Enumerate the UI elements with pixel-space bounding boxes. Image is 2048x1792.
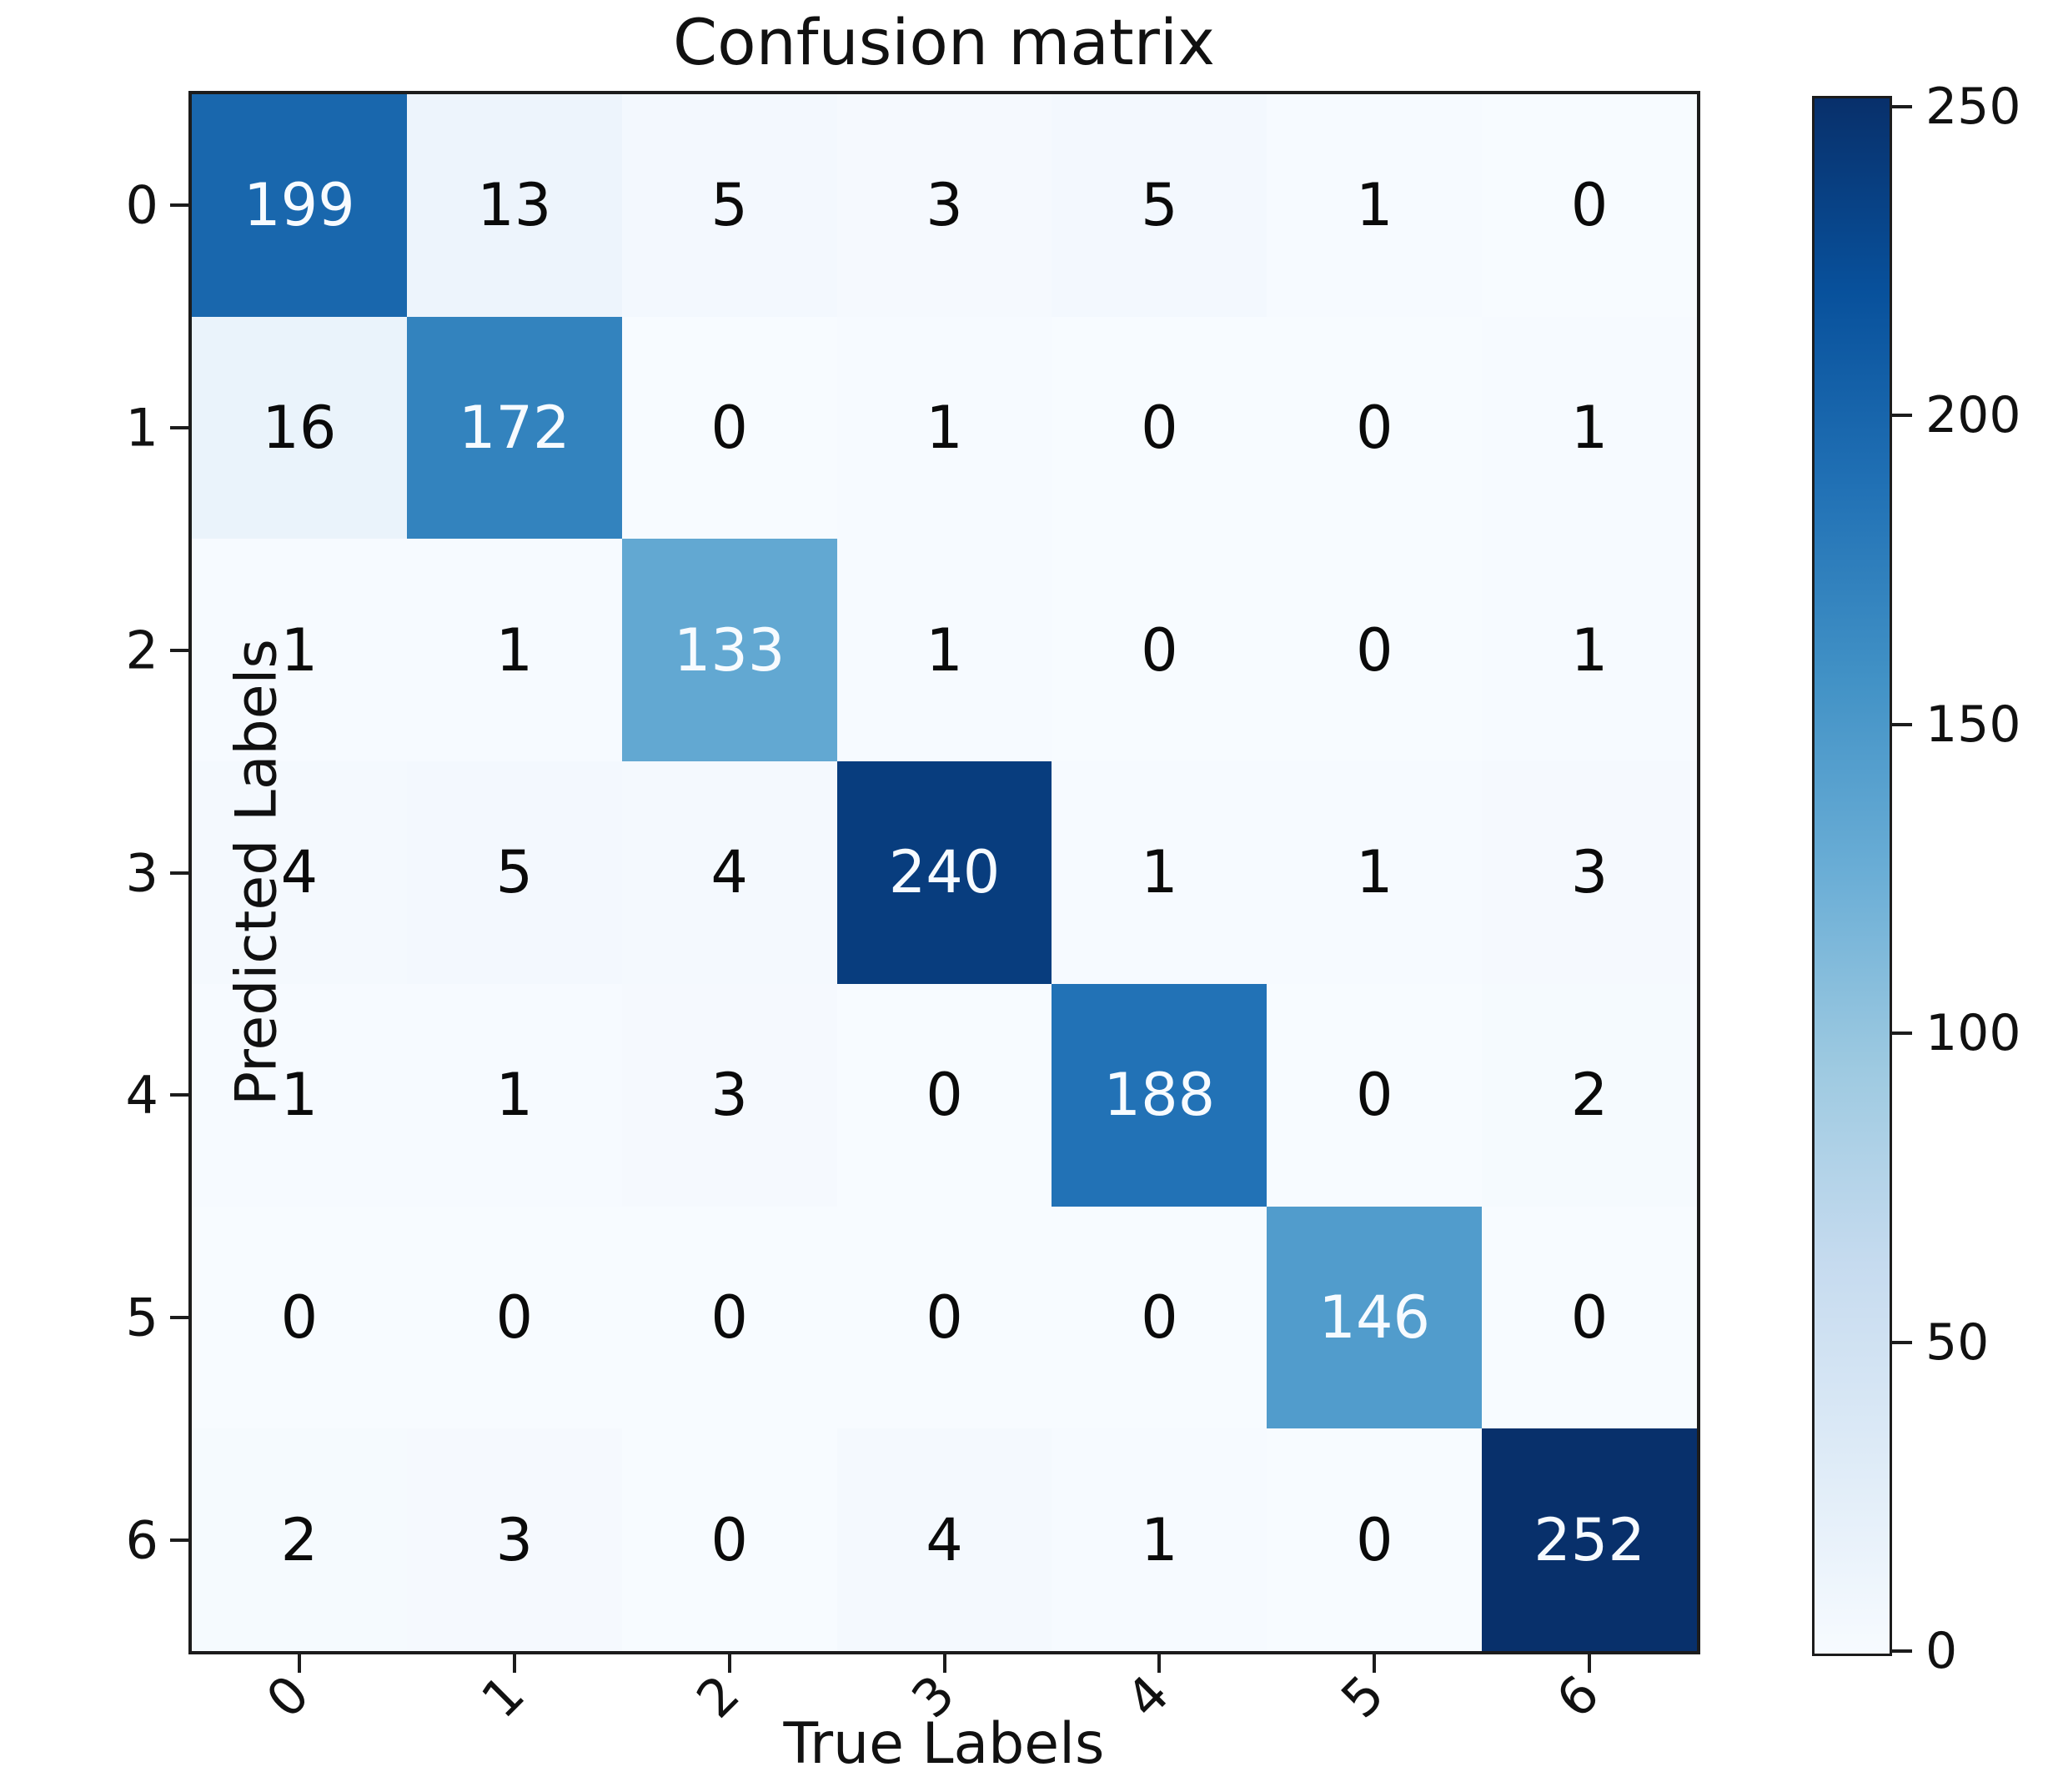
matrix-cell-r3-c1: 5 xyxy=(406,761,622,984)
matrix-cell-r5-c2: 0 xyxy=(621,1206,837,1429)
colorbar-tick-label-50: 50 xyxy=(1925,1313,1990,1372)
matrix-cell-r0-c0: 199 xyxy=(192,94,407,317)
x-tick-6 xyxy=(1588,1654,1592,1673)
colorbar-tick-200 xyxy=(1892,414,1912,418)
matrix-cell-r3-c4: 1 xyxy=(1052,761,1267,984)
colorbar-tick-0 xyxy=(1892,1649,1912,1653)
colorbar-tick-100 xyxy=(1892,1032,1912,1036)
x-tick-label-5: 5 xyxy=(1329,1663,1396,1730)
matrix-cell-r4-c5: 0 xyxy=(1267,983,1483,1207)
y-tick-3 xyxy=(170,871,188,875)
y-tick-2 xyxy=(170,648,188,652)
x-tick-2 xyxy=(727,1654,731,1673)
x-tick-label-4: 4 xyxy=(1114,1663,1182,1730)
colorbar-tick-label-200: 200 xyxy=(1925,386,2021,445)
matrix-cell-r6-c0: 2 xyxy=(192,1428,407,1651)
x-axis-label: True Labels xyxy=(783,1711,1105,1777)
y-tick-label-1: 1 xyxy=(125,397,158,459)
matrix-cell-r0-c6: 0 xyxy=(1482,94,1697,317)
matrix-cell-r1-c0: 16 xyxy=(192,316,407,540)
x-tick-label-0: 0 xyxy=(254,1663,321,1730)
matrix-cell-r4-c6: 2 xyxy=(1482,983,1697,1207)
colorbar-tick-label-0: 0 xyxy=(1925,1622,1958,1680)
x-tick-5 xyxy=(1373,1654,1377,1673)
y-axis-label: Predicted Labels xyxy=(223,639,290,1106)
matrix-cell-r5-c1: 0 xyxy=(406,1206,622,1429)
colorbar-tick-label-150: 150 xyxy=(1925,695,2021,754)
matrix-cell-r5-c4: 0 xyxy=(1052,1206,1267,1429)
matrix-cell-r1-c5: 0 xyxy=(1267,316,1483,540)
matrix-cell-r1-c2: 0 xyxy=(621,316,837,540)
matrix-cell-r5-c5: 146 xyxy=(1267,1206,1483,1429)
y-tick-label-6: 6 xyxy=(125,1509,158,1571)
matrix-cell-r4-c0: 1 xyxy=(192,983,407,1207)
heatmap-axes: 199 13 5 3 5 1 0 16 172 0 1 0 0 1 1 1 133 1 0 0 1 4 5 4 240 1 1 3 1 1… xyxy=(188,91,1700,1654)
matrix-cell-r0-c5: 1 xyxy=(1267,94,1483,317)
matrix-cell-r2-c5: 0 xyxy=(1267,539,1483,762)
y-tick-5 xyxy=(170,1315,188,1319)
matrix-cell-r4-c4: 188 xyxy=(1052,983,1267,1207)
chart-title: Confusion matrix xyxy=(673,5,1215,79)
y-tick-label-4: 4 xyxy=(125,1064,158,1126)
matrix-cell-r1-c3: 1 xyxy=(836,316,1052,540)
matrix-cell-r1-c6: 1 xyxy=(1482,316,1697,540)
matrix-cell-r6-c1: 3 xyxy=(406,1428,622,1651)
y-tick-0 xyxy=(170,203,188,208)
x-tick-0 xyxy=(297,1654,301,1673)
matrix-cell-r5-c6: 0 xyxy=(1482,1206,1697,1429)
matrix-cell-r4-c3: 0 xyxy=(836,983,1052,1207)
matrix-cell-r3-c3: 240 xyxy=(836,761,1052,984)
matrix-cell-r6-c3: 4 xyxy=(836,1428,1052,1651)
matrix-cell-r0-c1: 13 xyxy=(406,94,622,317)
x-tick-1 xyxy=(512,1654,516,1673)
matrix-cell-r2-c2: 133 xyxy=(621,539,837,762)
colorbar-tick-label-100: 100 xyxy=(1925,1004,2021,1063)
colorbar-tick-50 xyxy=(1892,1340,1912,1344)
colorbar xyxy=(1812,96,1892,1656)
x-tick-label-1: 1 xyxy=(469,1663,536,1730)
x-tick-label-6: 6 xyxy=(1544,1663,1611,1730)
matrix-cell-r3-c6: 3 xyxy=(1482,761,1697,984)
matrix-cell-r3-c5: 1 xyxy=(1267,761,1483,984)
matrix-cell-r6-c5: 0 xyxy=(1267,1428,1483,1651)
x-tick-3 xyxy=(942,1654,946,1673)
heatmap-matrix: 199 13 5 3 5 1 0 16 172 0 1 0 0 1 1 1 133 1 0 0 1 4 5 4 240 1 1 3 1 1… xyxy=(192,94,1697,1651)
matrix-cell-r6-c2: 0 xyxy=(621,1428,837,1651)
y-tick-label-0: 0 xyxy=(125,174,158,236)
matrix-cell-r3-c0: 4 xyxy=(192,761,407,984)
x-tick-4 xyxy=(1157,1654,1162,1673)
y-tick-label-5: 5 xyxy=(125,1287,158,1348)
colorbar-tick-label-250: 250 xyxy=(1925,77,2021,136)
matrix-cell-r5-c3: 0 xyxy=(836,1206,1052,1429)
matrix-cell-r2-c1: 1 xyxy=(406,539,622,762)
matrix-cell-r4-c2: 3 xyxy=(621,983,837,1207)
colorbar-tick-150 xyxy=(1892,722,1912,726)
matrix-cell-r1-c1: 172 xyxy=(406,316,622,540)
matrix-cell-r2-c3: 1 xyxy=(836,539,1052,762)
matrix-cell-r6-c4: 1 xyxy=(1052,1428,1267,1651)
matrix-cell-r0-c2: 5 xyxy=(621,94,837,317)
y-tick-label-2: 2 xyxy=(125,620,158,681)
matrix-cell-r4-c1: 1 xyxy=(406,983,622,1207)
x-tick-label-2: 2 xyxy=(684,1663,751,1730)
colorbar-tick-250 xyxy=(1892,104,1912,108)
matrix-cell-r5-c0: 0 xyxy=(192,1206,407,1429)
y-tick-6 xyxy=(170,1538,188,1542)
y-tick-1 xyxy=(170,426,188,430)
matrix-cell-r1-c4: 0 xyxy=(1052,316,1267,540)
matrix-cell-r0-c4: 5 xyxy=(1052,94,1267,317)
matrix-cell-r6-c6: 252 xyxy=(1482,1428,1697,1651)
y-tick-label-3: 3 xyxy=(125,842,158,903)
matrix-cell-r2-c4: 0 xyxy=(1052,539,1267,762)
matrix-cell-r0-c3: 3 xyxy=(836,94,1052,317)
y-tick-4 xyxy=(170,1093,188,1097)
matrix-cell-r3-c2: 4 xyxy=(621,761,837,984)
matrix-cell-r2-c6: 1 xyxy=(1482,539,1697,762)
matrix-cell-r2-c0: 1 xyxy=(192,539,407,762)
